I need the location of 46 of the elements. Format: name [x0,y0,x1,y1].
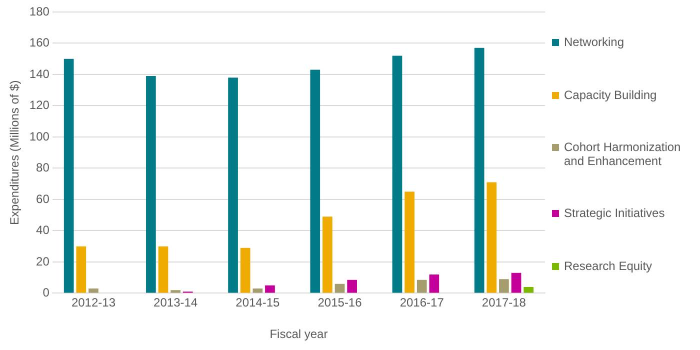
bar [474,48,484,293]
bar [265,285,275,293]
y-tick-label: 60 [36,192,50,206]
x-tick-label: 2016-17 [400,296,444,310]
y-tick-label: 160 [29,36,50,50]
y-tick-label: 20 [36,254,50,268]
bar [310,70,320,293]
bar [334,284,345,293]
x-tick-label: 2015-16 [318,296,362,310]
legend-label: Research Equity [564,258,652,273]
x-tick-label: 2013-14 [154,296,198,310]
bar [404,192,414,293]
bar [228,78,238,293]
bar [240,248,250,293]
bar [88,288,98,293]
legend-label: Strategic Initiatives [564,206,665,220]
x-tick-label: 2017-18 [482,296,526,310]
y-tick-label: 180 [29,4,50,18]
x-tick-label: 2012-13 [71,296,116,310]
bar [416,280,427,293]
bar [392,56,402,293]
bar [76,246,86,293]
y-tick-label: 0 [42,286,50,300]
legend-label: Cohort Harmonization and Enhancement [564,140,682,168]
bar [322,216,332,293]
bar [524,286,534,293]
legend-label: Networking [564,35,624,50]
bar [252,288,263,293]
bar [429,274,440,293]
x-axis-title: Fiscal year [270,327,328,342]
bar [158,246,168,293]
y-axis-title: Expenditures (Millions of $) [8,80,22,225]
bar [347,280,357,293]
legend-label: Capacity Building [564,88,657,102]
y-tick-label: 100 [29,129,50,144]
y-tick-label: 80 [36,160,50,175]
bar [170,290,180,293]
bar [499,279,509,293]
x-tick-label: 2014-15 [236,296,280,310]
bar [486,182,497,293]
y-tick-label: 40 [36,223,50,238]
bar [146,76,156,293]
bar [511,272,522,293]
y-tick-label: 140 [29,66,50,81]
y-tick-label: 120 [29,98,50,112]
bar [64,58,74,293]
